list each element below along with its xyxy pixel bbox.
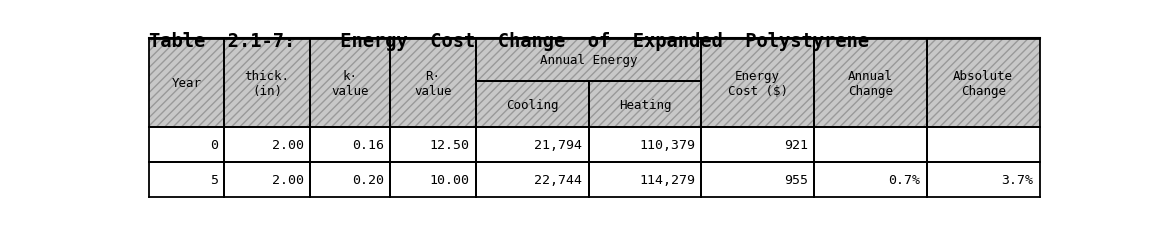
Bar (476, 128, 588, 162)
Bar (926, 39, 1040, 128)
Text: 0.16: 0.16 (352, 138, 384, 151)
Text: Annual
Change: Annual Change (848, 70, 893, 97)
Bar (310, 39, 390, 128)
Bar (702, 162, 814, 197)
Bar (225, 39, 310, 128)
Text: Heating: Heating (618, 98, 672, 111)
Bar (390, 39, 476, 128)
Bar (926, 39, 1040, 128)
Bar (702, 128, 814, 162)
Text: Energy
Cost ($): Energy Cost ($) (727, 70, 787, 97)
Bar (702, 39, 814, 128)
Bar (814, 39, 926, 128)
Bar (149, 39, 225, 128)
Text: Cooling: Cooling (506, 98, 558, 111)
Bar (390, 162, 476, 197)
Text: R·
value: R· value (415, 70, 452, 97)
Bar (476, 39, 702, 82)
Text: Annual Energy: Annual Energy (540, 54, 637, 67)
Bar (476, 82, 588, 128)
Bar (390, 128, 476, 162)
Bar (310, 162, 390, 197)
Text: 2.00: 2.00 (272, 138, 303, 151)
Text: 2.00: 2.00 (272, 173, 303, 186)
Bar (588, 162, 702, 197)
Bar (588, 82, 702, 128)
Bar (588, 128, 702, 162)
Bar (310, 128, 390, 162)
Text: 110,379: 110,379 (639, 138, 695, 151)
Bar (310, 39, 390, 128)
Text: 22,744: 22,744 (534, 173, 582, 186)
Text: Year: Year (171, 77, 201, 90)
Bar (926, 128, 1040, 162)
Bar (476, 82, 588, 128)
Bar (814, 128, 926, 162)
Bar (702, 39, 814, 128)
Text: 955: 955 (784, 173, 808, 186)
Bar (149, 162, 225, 197)
Text: 0.7%: 0.7% (888, 173, 921, 186)
Bar (225, 39, 310, 128)
Bar (814, 162, 926, 197)
Text: Absolute
Change: Absolute Change (953, 70, 1013, 97)
Bar (225, 162, 310, 197)
Text: k·
value: k· value (331, 70, 369, 97)
Text: 921: 921 (784, 138, 808, 151)
Bar (225, 128, 310, 162)
Text: thick.
(in): thick. (in) (244, 70, 290, 97)
Text: 3.7%: 3.7% (1002, 173, 1033, 186)
Bar (814, 39, 926, 128)
Text: 114,279: 114,279 (639, 173, 695, 186)
Text: 21,794: 21,794 (534, 138, 582, 151)
Text: 10.00: 10.00 (430, 173, 470, 186)
Text: Table  2.1-7:    Energy  Cost  Change  of  Expanded  Polystyrene: Table 2.1-7: Energy Cost Change of Expan… (149, 32, 870, 51)
Bar (926, 162, 1040, 197)
Text: 12.50: 12.50 (430, 138, 470, 151)
Text: 0: 0 (210, 138, 218, 151)
Text: 5: 5 (210, 173, 218, 186)
Bar (390, 39, 476, 128)
Bar (476, 162, 588, 197)
Text: 0.20: 0.20 (352, 173, 384, 186)
Bar (149, 128, 225, 162)
Bar (476, 39, 702, 82)
Bar (149, 39, 225, 128)
Bar (588, 82, 702, 128)
